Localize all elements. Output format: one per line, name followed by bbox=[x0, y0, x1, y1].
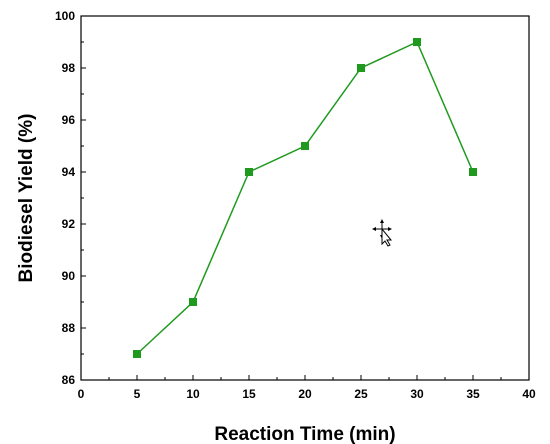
data-point-marker bbox=[357, 64, 365, 72]
data-point-marker bbox=[301, 142, 309, 150]
y-tick-label: 96 bbox=[62, 113, 76, 127]
y-tick-label: 92 bbox=[62, 217, 76, 231]
data-point-marker bbox=[133, 350, 141, 358]
x-axis-title: Reaction Time (min) bbox=[214, 424, 395, 444]
x-tick-label: 40 bbox=[522, 387, 536, 401]
y-tick-label: 88 bbox=[62, 321, 76, 335]
move-cursor-icon bbox=[372, 219, 393, 247]
plot-frame bbox=[80, 15, 530, 381]
y-tick-label: 94 bbox=[62, 165, 76, 179]
x-tick-label: 15 bbox=[242, 387, 256, 401]
y-axis-ticks: 86 88 90 92 94 96 98 100 bbox=[55, 9, 86, 387]
y-tick-label: 90 bbox=[62, 269, 76, 283]
series-line bbox=[136, 40, 474, 355]
x-tick-label: 30 bbox=[410, 387, 424, 401]
x-tick-label: 20 bbox=[298, 387, 312, 401]
y-tick-label: 98 bbox=[62, 61, 76, 75]
x-tick-label: 10 bbox=[186, 387, 200, 401]
data-point-marker bbox=[469, 168, 477, 176]
data-point-marker bbox=[189, 298, 197, 306]
x-axis-ticks: 0 5 10 15 20 25 30 35 40 bbox=[78, 375, 536, 401]
x-tick-label: 25 bbox=[354, 387, 368, 401]
x-tick-label: 35 bbox=[466, 387, 480, 401]
series-layer bbox=[133, 38, 477, 358]
data-point-marker bbox=[245, 168, 253, 176]
y-axis-title: Biodiesel Yield (%) bbox=[16, 114, 37, 283]
data-point-marker bbox=[413, 38, 421, 46]
x-tick-label: 0 bbox=[78, 387, 85, 401]
y-tick-label: 100 bbox=[55, 9, 75, 23]
y-tick-label: 86 bbox=[62, 373, 76, 387]
x-tick-label: 5 bbox=[134, 387, 141, 401]
